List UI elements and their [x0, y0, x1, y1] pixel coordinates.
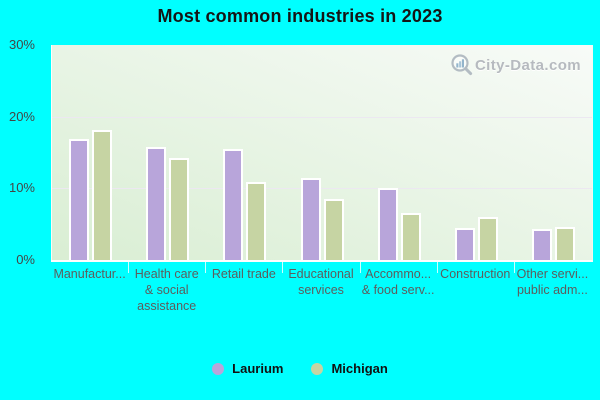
x-tick-separator [513, 262, 515, 273]
x-label-line: & social [144, 283, 189, 297]
watermark: City-Data.com [450, 53, 581, 77]
city-data-logo-icon [450, 53, 474, 77]
x-label-educational-services: Educational services [282, 266, 359, 298]
y-tick-label-0pct: 0% [16, 252, 35, 267]
chart-title: Most common industries in 2023 [157, 6, 443, 26]
x-label-line: Construction [440, 267, 511, 281]
bar-laurium-manufactur [69, 138, 90, 260]
legend-label-michigan: Michigan [331, 361, 388, 376]
bar-laurium-construction [454, 227, 475, 260]
watermark-text: City-Data.com [474, 56, 581, 74]
legend-item-laurium: Laurium [212, 361, 283, 376]
x-label-other-servi-public-adm: Other servi... public adm... [514, 266, 591, 298]
y-tick-label-20pct: 20% [8, 108, 35, 124]
x-label-line: Retail trade [211, 267, 276, 281]
x-label-line: & food serv... [361, 283, 435, 297]
x-label-line: services [298, 283, 344, 297]
x-label-line: Educational [288, 267, 354, 281]
x-label-line: Accommo... [365, 267, 432, 281]
x-label-accommo-food-serv: Accommo... & food serv... [360, 266, 437, 298]
bar-michigan-accommo-food-serv [400, 212, 421, 260]
x-tick-separator [436, 262, 438, 273]
x-tick-separator [282, 262, 284, 273]
x-label-line: Manufactur... [53, 267, 126, 281]
x-label-line: public adm... [516, 283, 588, 297]
x-label-line: Health care [134, 267, 199, 281]
legend-marker-laurium [212, 362, 225, 375]
legend-item-michigan: Michigan [311, 361, 388, 376]
bar-michigan-manufactur [92, 130, 113, 260]
x-label-health-care-social-assistance: Health care & social assistance [128, 266, 205, 314]
bar-michigan-educational-services [323, 199, 344, 260]
plot-area: City-Data.com [51, 45, 593, 262]
x-label-line: assistance [137, 299, 197, 313]
x-label-retail-trade: Retail trade [205, 266, 282, 282]
bar-laurium-health-care-social-assistance [146, 146, 167, 260]
legend: Laurium Michigan [0, 361, 600, 376]
x-label-construction: Construction [437, 266, 514, 282]
y-tick-label-30pct: 30% [8, 37, 35, 52]
bar-michigan-retail-trade [246, 181, 267, 260]
x-label-manufactur: Manufactur... [51, 266, 128, 282]
x-tick-separator [359, 262, 361, 273]
x-tick-separator [205, 262, 207, 273]
bar-michigan-construction [477, 217, 498, 260]
legend-label-laurium: Laurium [232, 361, 284, 376]
x-label-line: Other servi... [516, 267, 589, 281]
gridline-10pct [52, 188, 592, 190]
bar-laurium-other-servi-public-adm [531, 229, 552, 260]
y-tick-label-10pct: 10% [8, 180, 35, 196]
legend-marker-michigan [311, 362, 324, 375]
gridline-20pct [52, 116, 592, 118]
bar-laurium-accommo-food-serv [377, 188, 398, 260]
bar-michigan-other-servi-public-adm [554, 227, 575, 260]
bar-michigan-health-care-social-assistance [169, 157, 190, 260]
bar-laurium-retail-trade [223, 148, 244, 260]
bar-laurium-educational-services [300, 177, 321, 260]
x-tick-separator [128, 262, 130, 273]
